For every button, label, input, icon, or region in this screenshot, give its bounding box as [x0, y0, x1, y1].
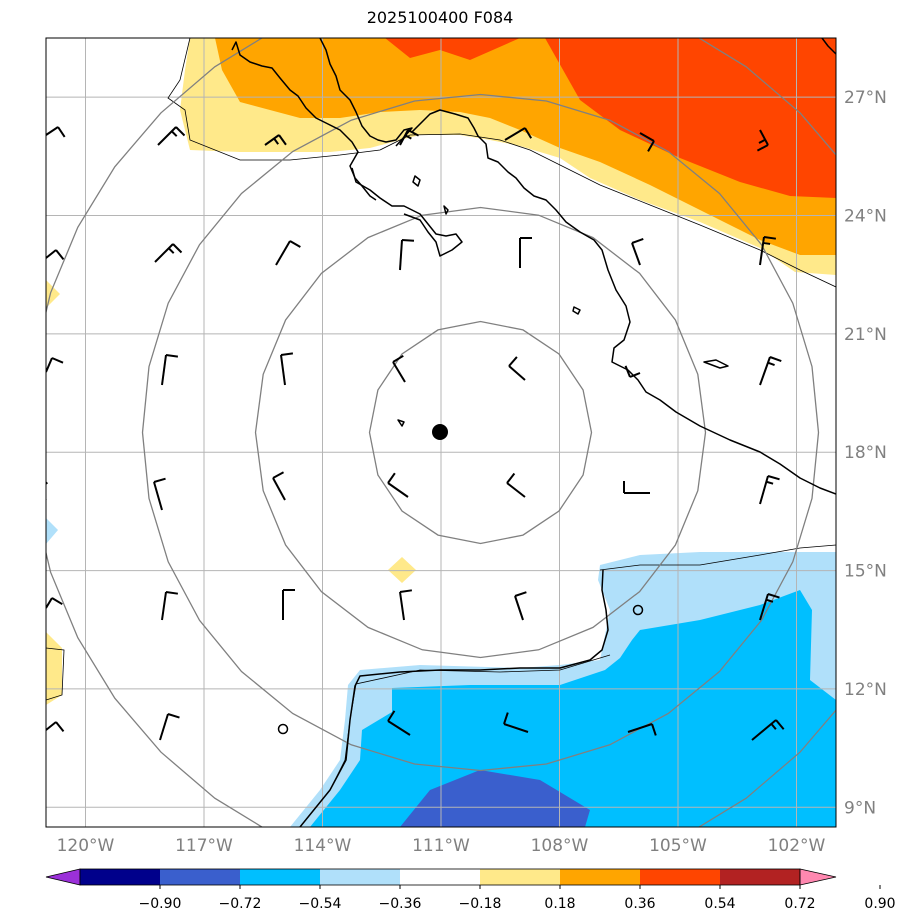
- wind-barb: [759, 475, 780, 505]
- anomaly-fill-neg-0.54-0.72: [400, 770, 590, 827]
- wind-barb: [46, 597, 63, 609]
- colorbar-tick-label: 0.18: [544, 896, 575, 912]
- anomaly-patch-center: [388, 557, 416, 583]
- colorbar-segment: [320, 869, 400, 885]
- longitude-labels: 120°W 117°W 114°W 111°W 108°W 105°W 102°W: [57, 836, 826, 856]
- wind-barb: [624, 365, 641, 378]
- wind-barb: [46, 721, 65, 732]
- storm-center-marker: [432, 424, 448, 440]
- range-ring: [46, 38, 836, 827]
- range-ring: [368, 320, 593, 545]
- wind-barb: [504, 127, 533, 141]
- wind-barb: [639, 132, 655, 152]
- page-title: 2025100400 F084: [366, 8, 514, 27]
- wind-barb: [153, 477, 166, 511]
- colorbar-tick-label: −0.36: [379, 896, 422, 912]
- colorbar: −0.90 −0.72 −0.54 −0.36 −0.18 0.18 0.36 0.54 0.7…: [45, 868, 896, 912]
- wind-barb: [759, 236, 777, 266]
- wind-barbs: [46, 126, 785, 741]
- latitude-label: 24°N: [844, 207, 887, 227]
- map-panel: [46, 38, 836, 827]
- colorbar-segment: [400, 869, 480, 885]
- wind-barb: [399, 589, 413, 621]
- graticule: [46, 38, 836, 827]
- colorbar-segment: [640, 869, 720, 885]
- longitude-label: 102°W: [768, 836, 826, 856]
- longitude-label: 117°W: [175, 836, 233, 856]
- colorbar-tick-label: −0.90: [139, 896, 182, 912]
- latitude-label: 12°N: [844, 680, 887, 700]
- range-rings: [46, 38, 836, 827]
- wind-barb: [759, 593, 780, 621]
- map-frame: [45, 37, 837, 828]
- colorbar-tick-label: 0.36: [624, 896, 655, 912]
- wind-barb: [399, 239, 415, 271]
- colorbar-tick-label: −0.18: [459, 896, 502, 912]
- wind-barb: [506, 472, 526, 498]
- colorbar-segment: [480, 869, 560, 885]
- longitude-label: 120°W: [57, 836, 115, 856]
- anomaly-patch-left: [46, 518, 58, 544]
- range-ring: [141, 93, 820, 772]
- longitude-label: 114°W: [294, 836, 352, 856]
- wind-barb: [503, 712, 529, 733]
- wind-barb: [751, 719, 785, 741]
- latitude-labels: 9°N 12°N 15°N 18°N 21°N 24°N 27°N: [844, 88, 887, 818]
- range-ring: [254, 206, 707, 659]
- wind-barb: [161, 591, 179, 621]
- latitude-label: 15°N: [844, 562, 887, 582]
- latitude-label: 18°N: [844, 443, 887, 463]
- wind-barb: [46, 126, 66, 138]
- wind-barb: [161, 354, 179, 386]
- colorbar-segment: [80, 869, 160, 885]
- colorbar-frame: [79, 868, 801, 886]
- wind-barb: [508, 356, 526, 381]
- wind-barb: [514, 591, 527, 621]
- colorbar-segment: [720, 869, 800, 885]
- colorbar-tick-label: 0.72: [784, 896, 815, 912]
- calm-wind-marker: [632, 604, 644, 616]
- colorbar-tick-label: 0.90: [864, 896, 895, 912]
- colorbar-extend-low: [45, 868, 81, 886]
- wind-barb: [519, 237, 532, 268]
- colorbar-segment: [160, 869, 240, 885]
- wind-barb: [631, 237, 644, 266]
- wind-barb: [275, 240, 301, 266]
- calm-wind-marker: [277, 723, 289, 735]
- colorbar-tick-label: 0.54: [704, 896, 735, 912]
- wind-barb: [387, 710, 411, 736]
- anomaly-patch-west: [46, 280, 60, 308]
- latitude-label: 27°N: [844, 88, 887, 108]
- wind-barb: [627, 723, 657, 736]
- wind-barb: [264, 134, 287, 146]
- longitude-label: 105°W: [649, 836, 707, 856]
- colorbar-segment: [240, 869, 320, 885]
- coastline: [231, 38, 836, 827]
- wind-barb: [272, 471, 286, 501]
- wind-barb: [46, 249, 65, 260]
- latitude-label: 21°N: [844, 325, 887, 345]
- wind-barb: [623, 481, 650, 494]
- longitude-label: 108°W: [531, 836, 589, 856]
- wind-barb: [756, 129, 769, 152]
- colorbar-segment: [560, 869, 640, 885]
- wind-barb: [282, 589, 295, 620]
- wind-barb: [159, 713, 180, 741]
- longitude-label: 111°W: [412, 836, 470, 856]
- wind-barb: [154, 243, 183, 263]
- colorbar-tick-label: −0.54: [299, 896, 342, 912]
- wind-barb: [759, 356, 782, 386]
- wind-barb: [392, 354, 406, 383]
- wind-barb: [157, 126, 186, 146]
- wind-barb: [280, 352, 294, 386]
- wind-barb: [46, 357, 64, 373]
- colorbar-tick-label: −0.72: [219, 896, 262, 912]
- latitude-label: 9°N: [844, 798, 876, 818]
- anomaly-patch-southwest: [46, 632, 62, 705]
- colorbar-extend-high: [799, 868, 837, 886]
- wind-barb: [399, 129, 420, 146]
- anomaly-fill-0.54-0.72: [385, 38, 836, 198]
- wind-barb: [387, 472, 409, 498]
